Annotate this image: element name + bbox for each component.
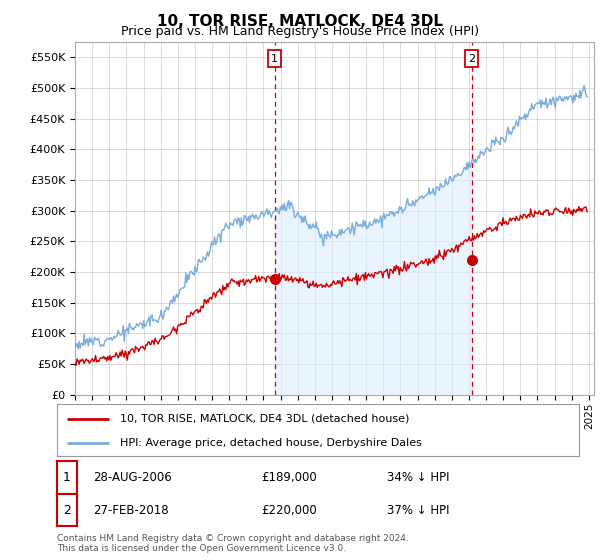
Text: 10, TOR RISE, MATLOCK, DE4 3DL: 10, TOR RISE, MATLOCK, DE4 3DL — [157, 14, 443, 29]
Text: 2: 2 — [63, 503, 71, 517]
Text: 37% ↓ HPI: 37% ↓ HPI — [387, 503, 449, 517]
Text: Price paid vs. HM Land Registry's House Price Index (HPI): Price paid vs. HM Land Registry's House … — [121, 25, 479, 38]
Text: £189,000: £189,000 — [261, 471, 317, 484]
Text: 34% ↓ HPI: 34% ↓ HPI — [387, 471, 449, 484]
Text: £220,000: £220,000 — [261, 503, 317, 517]
Text: HPI: Average price, detached house, Derbyshire Dales: HPI: Average price, detached house, Derb… — [119, 438, 422, 449]
Text: Contains HM Land Registry data © Crown copyright and database right 2024.
This d: Contains HM Land Registry data © Crown c… — [57, 534, 409, 553]
Text: 10, TOR RISE, MATLOCK, DE4 3DL (detached house): 10, TOR RISE, MATLOCK, DE4 3DL (detached… — [119, 414, 409, 424]
Text: 1: 1 — [271, 54, 278, 64]
Text: 28-AUG-2006: 28-AUG-2006 — [93, 471, 172, 484]
Text: 27-FEB-2018: 27-FEB-2018 — [93, 503, 169, 517]
Text: 2: 2 — [468, 54, 475, 64]
Text: 1: 1 — [63, 471, 71, 484]
